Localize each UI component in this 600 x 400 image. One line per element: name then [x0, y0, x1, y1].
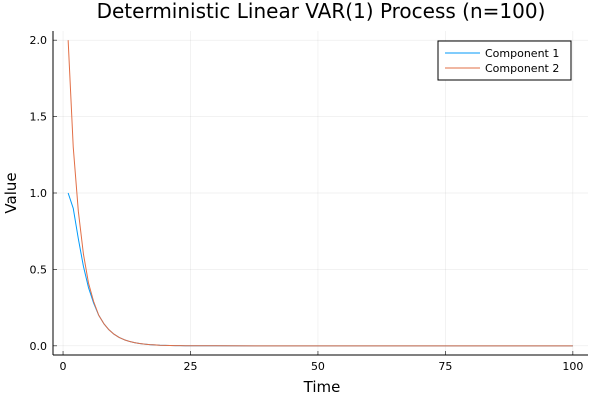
x-axis-label: Time: [303, 378, 341, 396]
chart-title: Deterministic Linear VAR(1) Process (n=1…: [97, 0, 546, 23]
legend-label-1: Component 1: [485, 47, 559, 60]
y-tick-label: 0.5: [30, 263, 48, 276]
legend-box: [437, 40, 572, 81]
y-tick-label: 2.0: [30, 34, 48, 47]
y-tick-label: 1.0: [30, 187, 48, 200]
x-tick-label: 0: [60, 360, 67, 373]
x-tick-label: 25: [183, 360, 197, 373]
x-tick-label: 75: [438, 360, 452, 373]
plot-frame: [52, 31, 588, 356]
y-tick-label: 0.0: [30, 340, 48, 353]
series-lines: [67, 40, 573, 347]
x-tick-label: 50: [311, 360, 325, 373]
legend-label-2: Component 2: [485, 62, 559, 75]
tick-labels: 0 25 50 75 100 0.0 0.5 1.0 1.5 2.0: [30, 34, 584, 373]
x-tick-label: 100: [562, 360, 583, 373]
y-tick-label: 1.5: [30, 111, 48, 124]
series-line-2: [67, 40, 573, 347]
legend: Component 1 Component 2: [437, 40, 572, 81]
y-axis-label: Value: [2, 172, 20, 213]
